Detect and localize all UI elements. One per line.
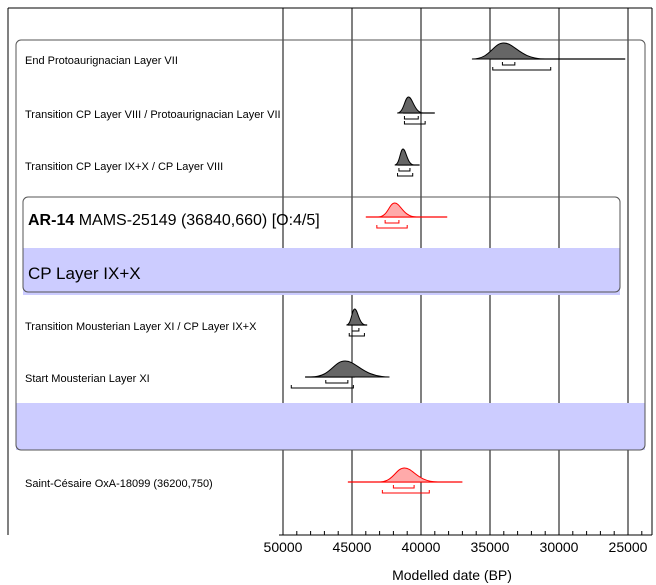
- group-frames: [15, 39, 646, 451]
- tick-label-35000: 35000: [471, 539, 510, 555]
- tick-label-50000: 50000: [264, 539, 303, 555]
- row-8: Saint-Césaire OxA-18099 (36200,750): [25, 467, 463, 494]
- range-95-bracket: [403, 121, 426, 125]
- row-label-bold: AR-14: [28, 212, 79, 229]
- range-68-bracket: [384, 220, 400, 224]
- posterior-distribution: [346, 308, 366, 326]
- row-3: AR-14 MAMS-25149 (36840,660) [O:4/5]: [28, 202, 448, 229]
- posterior-distribution: [378, 467, 438, 483]
- row-0: End Protoaurignacian Layer VII: [25, 42, 626, 71]
- phase-band-4: [23, 248, 620, 295]
- posterior-distribution: [310, 360, 390, 378]
- range-95-bracket: [348, 333, 365, 337]
- posterior-distribution: [471, 42, 546, 60]
- range-95-bracket: [376, 225, 408, 229]
- range-68-bracket: [501, 62, 516, 66]
- range-68-bracket: [351, 328, 360, 332]
- row-label-text: MAMS-25149 (36840,660) [O:4/5]: [79, 212, 320, 229]
- posterior-distribution: [394, 148, 415, 166]
- range-68-bracket: [398, 168, 411, 172]
- row-label: Start Mousterian Layer XI: [25, 373, 150, 385]
- outer-group-frame: [15, 39, 646, 451]
- row-label: End Protoaurignacian Layer VII: [25, 55, 178, 67]
- tick-label-40000: 40000: [402, 539, 441, 555]
- range-68-bracket: [392, 485, 415, 489]
- row-2: Transition CP Layer IX+X / CP Layer VIII: [25, 148, 420, 177]
- row-6: Start Mousterian Layer XI: [25, 360, 390, 389]
- row-label: Transition CP Layer IX+X / CP Layer VIII: [25, 161, 223, 173]
- chart-rows: End Protoaurignacian Layer VII Transition…: [25, 42, 626, 494]
- phase-band-7: [16, 403, 645, 450]
- tick-label-30000: 30000: [540, 539, 579, 555]
- phase-label: CP Layer IX+X: [28, 264, 141, 283]
- row-label: Transition CP Layer VIII / Protoaurignac…: [25, 109, 281, 121]
- x-axis-label: Modelled date (BP): [392, 567, 512, 583]
- phase-frame: [22, 196, 621, 293]
- row-5: Transition Mousterian Layer XI / CP Laye…: [25, 308, 368, 337]
- x-axis: 50000 45000 40000 35000 30000 25000: [264, 527, 652, 555]
- range-95-bracket: [290, 385, 354, 389]
- row-label: Saint-Césaire OxA-18099 (36200,750): [25, 478, 213, 490]
- tick-label-45000: 45000: [333, 539, 372, 555]
- row-1: Transition CP Layer VIII / Protoaurignac…: [25, 96, 435, 125]
- range-68-bracket: [325, 380, 349, 384]
- range-95-bracket: [492, 67, 552, 71]
- range-68-bracket: [403, 116, 419, 120]
- range-95-bracket: [381, 490, 430, 494]
- row-label: Transition Mousterian Layer XI / CP Laye…: [25, 321, 257, 333]
- row-4: CP Layer IX+X: [28, 264, 141, 283]
- row-label: AR-14 MAMS-25149 (36840,660) [O:4/5]: [28, 212, 320, 229]
- range-95-bracket: [397, 173, 414, 177]
- posterior-distribution: [397, 96, 424, 114]
- posterior-distribution: [378, 202, 417, 218]
- tick-label-25000: 25000: [609, 539, 648, 555]
